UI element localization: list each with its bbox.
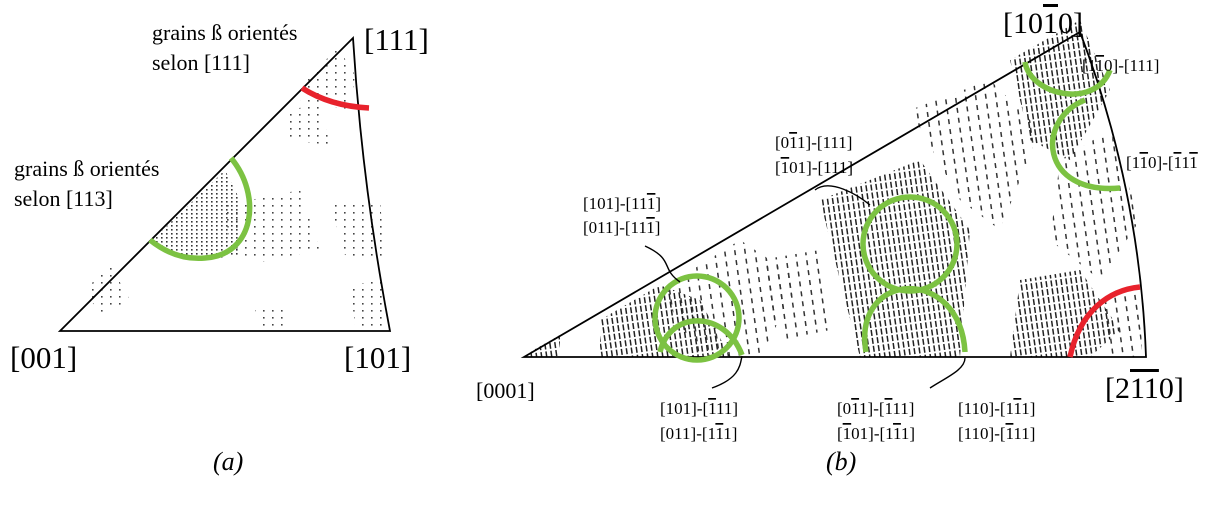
panel-b-leader-101-bar111 bbox=[711, 355, 743, 389]
label-1-01-111: [101]-[111] bbox=[775, 158, 853, 177]
panel-b-corner-2-1-10-b: 0] bbox=[1159, 372, 1184, 405]
panel-a-caption: (a) bbox=[213, 447, 243, 476]
panel-b-corner-10-10-b: 0] bbox=[1058, 7, 1083, 40]
panel-a-annotation-111-line1: grains ß orientés bbox=[152, 20, 297, 45]
label-011-1-11: [011]-[111] bbox=[660, 424, 737, 443]
panel-b-circle-101-11-1 bbox=[652, 273, 742, 363]
panel-b-corner-2-1-10-a: [2 bbox=[1105, 372, 1130, 405]
panel-b-leader-101-11-1 bbox=[644, 245, 681, 283]
label-1-10-bar111: [110]-[111 bbox=[1126, 153, 1198, 172]
panel-b-variant-labels: [011]-[111] [101]-[111] [101]-[111] [011… bbox=[583, 56, 1198, 443]
label-110-bar111: [110]-[111] bbox=[958, 424, 1035, 443]
panel-b-corner-0001: [0001] bbox=[476, 378, 535, 403]
panel-a-corner-101: [101] bbox=[344, 340, 411, 375]
label-1-01-1-11: [101]-[111] bbox=[837, 424, 915, 443]
label-101-11-1: [101]-[111] bbox=[583, 194, 661, 213]
panel-a-annotation-113-line2: selon [113] bbox=[14, 186, 113, 211]
panel-a-pole-density bbox=[85, 48, 388, 330]
panel-b-pole-density bbox=[530, 20, 1142, 357]
panel-b-corner-2-1-10: [2110] bbox=[1105, 372, 1184, 405]
panel-a: [111] [001] [101] grains ß orientés selo… bbox=[10, 20, 429, 476]
panel-b-leader-0-11-111 bbox=[814, 185, 871, 206]
label-1-10-111: [110]-[111] bbox=[1082, 56, 1159, 75]
panel-b-standard-triangle bbox=[520, 30, 1147, 358]
label-011-11-1: [011]-[111] bbox=[583, 218, 660, 237]
panel-b-arc-1-10-bar111 bbox=[1049, 97, 1121, 192]
panel-b-leader-0-11-bar111 bbox=[929, 357, 966, 389]
label-101-bar111: [101]-[111] bbox=[660, 399, 738, 418]
panel-b-red-arc bbox=[1067, 284, 1141, 358]
panel-a-standard-triangle bbox=[57, 35, 392, 332]
panel-a-annotation-113-line1: grains ß orientés bbox=[14, 156, 159, 181]
label-0-11-111: [011]-[111] bbox=[775, 133, 852, 152]
panel-a-corner-001: [001] bbox=[10, 340, 77, 375]
panel-a-113-arc bbox=[148, 156, 253, 262]
panel-a-111-arc bbox=[300, 85, 370, 111]
panel-b-corner-10-10-bar: 1 bbox=[1043, 7, 1058, 40]
panel-b: [1010] [0001] [2110] [011]-[111] [101]-[… bbox=[476, 7, 1198, 476]
panel-b-arc-0-11-bar111 bbox=[862, 285, 968, 353]
panel-b-arc-1-10-111 bbox=[1022, 61, 1113, 97]
panel-a-annotation-111-line2: selon [111] bbox=[152, 50, 250, 75]
label-110-1-11: [110]-[111] bbox=[958, 399, 1035, 418]
panel-b-caption: (b) bbox=[826, 447, 856, 476]
panel-a-corner-111: [111] bbox=[364, 22, 429, 57]
panel-b-corner-2-1-10-bar: 11 bbox=[1130, 372, 1159, 405]
panel-b-corner-10-10: [1010] bbox=[1003, 7, 1083, 40]
label-0-11-bar111: [011]-[111] bbox=[837, 399, 914, 418]
panel-b-corner-10-10-a: [10 bbox=[1003, 7, 1043, 40]
panel-b-arc-101-bar1-11 bbox=[657, 318, 745, 357]
